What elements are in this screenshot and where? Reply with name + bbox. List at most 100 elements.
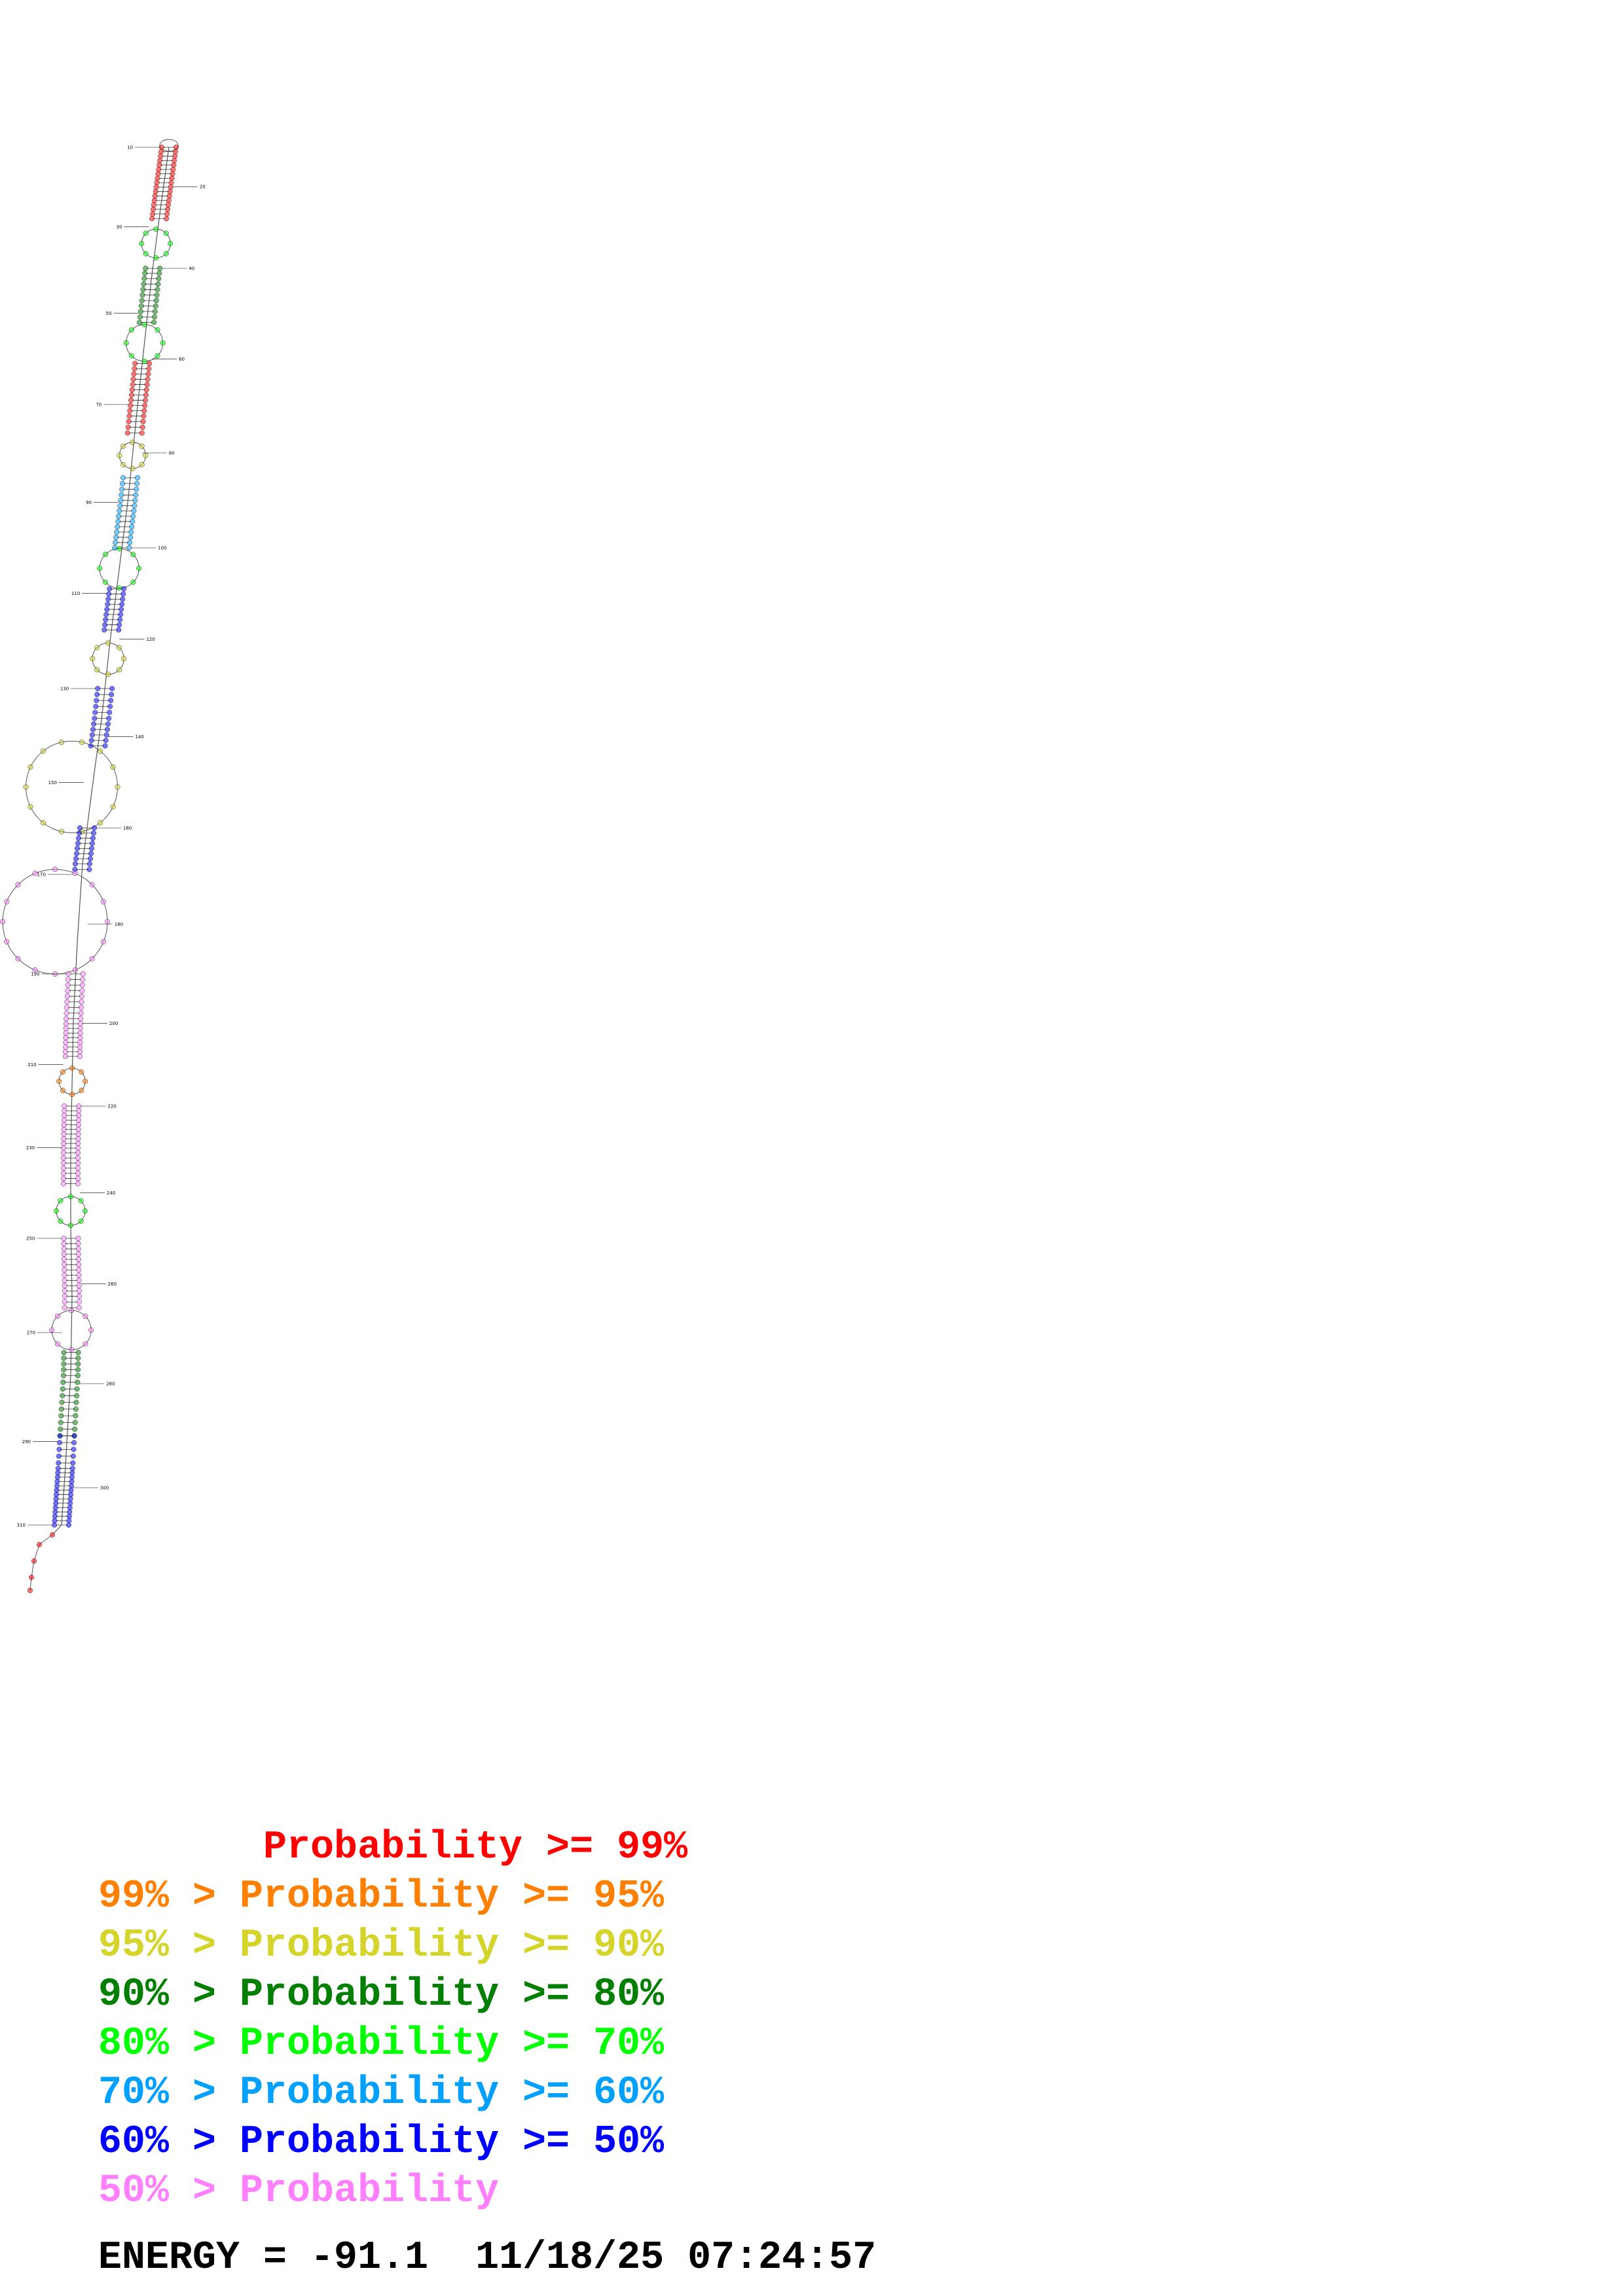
- nucleotide: [103, 732, 109, 738]
- nucleotide: [86, 867, 92, 872]
- nucleotide: [127, 408, 133, 414]
- nucleotide: [117, 585, 122, 591]
- nucleotide: [113, 534, 119, 540]
- nucleotide: [120, 591, 126, 597]
- nucleotide: [4, 899, 10, 905]
- nucleotide: [91, 721, 97, 727]
- nucleotide-number: 300: [100, 1486, 109, 1491]
- tail-path: [29, 1524, 62, 1591]
- nucleotide: [73, 1406, 79, 1412]
- nucleotide: [106, 715, 112, 721]
- nucleotide: [63, 1049, 69, 1054]
- nucleotide: [65, 971, 71, 977]
- nucleotide: [77, 825, 83, 831]
- nucleotide: [71, 1433, 77, 1439]
- nucleotide: [139, 424, 145, 430]
- nucleotide: [102, 743, 108, 749]
- nucleotide: [79, 999, 84, 1005]
- nucleotide: [130, 579, 136, 585]
- nucleotide: [27, 764, 33, 770]
- nucleotide: [98, 748, 103, 754]
- nucleotide: [142, 403, 148, 408]
- nucleotide: [76, 1267, 82, 1273]
- nucleotide: [91, 825, 98, 831]
- nucleotide: [167, 188, 173, 194]
- nucleotide: [67, 1194, 74, 1200]
- nucleotide: [77, 1044, 83, 1050]
- nucleotide: [62, 1283, 67, 1289]
- nucleotide: [128, 529, 134, 535]
- nucleotide: [143, 251, 149, 257]
- nucleotide: [163, 251, 169, 257]
- nucleotide: [75, 1257, 82, 1263]
- nucleotide: [75, 1372, 81, 1378]
- nucleotide: [110, 764, 116, 770]
- nucleotide: [89, 732, 95, 738]
- nucleotide: [160, 340, 166, 346]
- nucleotide: [124, 430, 130, 436]
- nucleotide: [61, 1145, 67, 1151]
- nucleotide: [71, 1446, 77, 1452]
- nucleotide: [117, 617, 123, 622]
- nucleotide: [62, 1299, 67, 1305]
- nucleotide: [88, 851, 94, 857]
- nucleotide: [132, 361, 138, 367]
- nucleotide: [155, 327, 160, 333]
- nucleotide: [155, 171, 161, 177]
- nucleotide: [155, 287, 160, 293]
- nucleotide: [115, 518, 121, 524]
- nucleotide: [170, 166, 176, 172]
- nucleotide: [75, 1155, 81, 1161]
- nucleotide: [58, 829, 65, 834]
- nucleotide: [76, 1304, 82, 1311]
- nucleotide: [98, 819, 103, 826]
- nucleotide: [75, 1136, 81, 1141]
- nucleotide: [92, 715, 98, 721]
- nucleotide: [123, 340, 129, 346]
- nucleotide: [79, 988, 85, 994]
- nucleotide: [147, 361, 153, 367]
- nucleotide: [61, 1367, 67, 1372]
- nucleotide: [80, 971, 86, 977]
- nucleotide: [140, 419, 146, 425]
- nucleotide: [126, 545, 132, 551]
- nucleotide: [128, 353, 134, 359]
- nucleotide: [61, 1257, 67, 1263]
- nucleotide: [113, 539, 119, 546]
- nucleotide: [155, 175, 160, 181]
- nucleotide: [128, 327, 134, 333]
- nucleotide: [73, 851, 80, 857]
- nucleotide: [63, 1021, 69, 1027]
- nucleotide: [49, 1532, 56, 1538]
- nucleotide: [137, 319, 143, 325]
- nucleotide: [72, 1420, 78, 1426]
- nucleotide: [153, 303, 158, 309]
- nucleotide: [115, 524, 120, 529]
- nucleotide: [23, 784, 29, 790]
- nucleotide: [128, 534, 134, 540]
- nucleotide: [60, 1372, 66, 1378]
- nucleotide: [62, 1272, 67, 1278]
- nucleotide: [129, 387, 135, 393]
- nucleotide: [120, 461, 126, 467]
- nucleotide: [143, 387, 149, 393]
- nucleotide: [61, 1140, 67, 1147]
- nucleotide: [58, 1420, 64, 1426]
- nucleotide: [134, 486, 139, 492]
- nucleotide: [75, 1367, 81, 1372]
- nucleotide: [90, 835, 96, 841]
- nucleotide: [141, 321, 147, 328]
- nucleotide: [65, 977, 71, 982]
- nucleotide-number: 270: [27, 1331, 35, 1336]
- nucleotide: [156, 162, 162, 168]
- legend-line-8: 50% > Probability: [98, 2169, 500, 2214]
- nucleotide-number: 70: [96, 403, 101, 408]
- nucleotide: [112, 545, 118, 551]
- nucleotide: [164, 206, 171, 212]
- nucleotide: [61, 1251, 67, 1257]
- nucleotide: [61, 1235, 67, 1242]
- nucleotide: [89, 956, 95, 961]
- nucleotide: [61, 1355, 67, 1361]
- nucleotide: [93, 704, 99, 709]
- nucleotide: [151, 198, 157, 204]
